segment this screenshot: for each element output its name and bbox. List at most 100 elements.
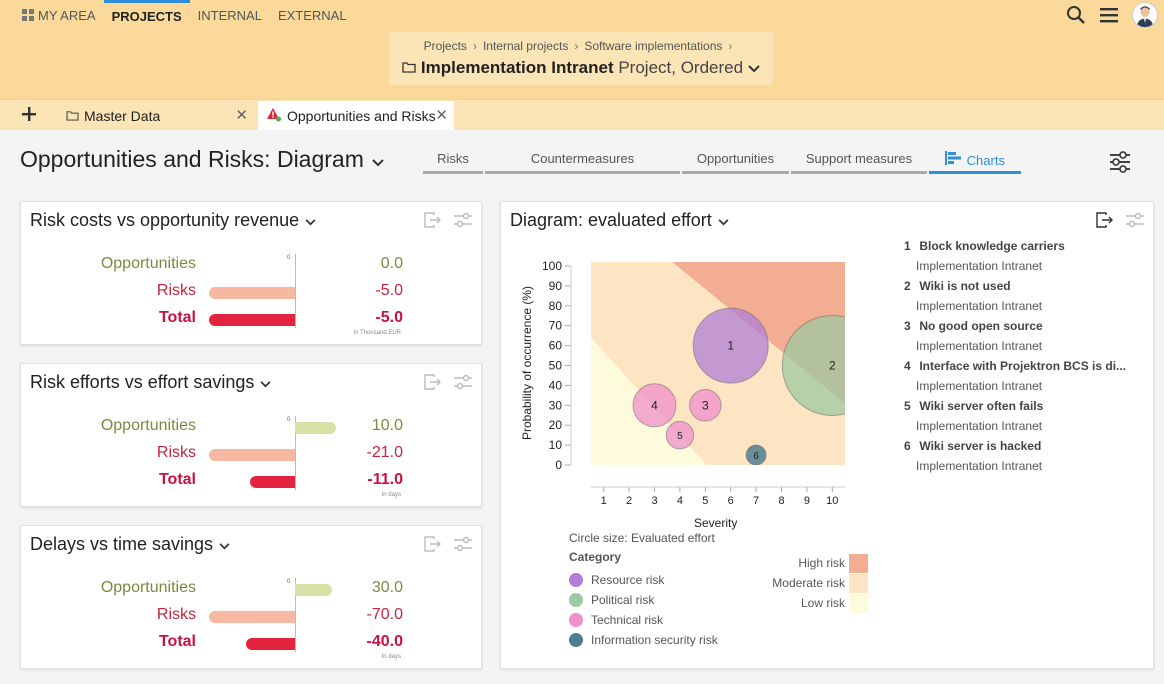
sliders-icon[interactable] [1108,151,1132,173]
zero-tick-label: 0 [287,255,291,261]
bubble-chart: 1 2 3 4 5 6 0 10 20 30 40 50 60 70 80 90 100 1 2 3 4 5 6 7 8 9 10… [520,259,845,507]
x-tick-label: 5 [702,495,708,507]
sliders-icon[interactable] [453,534,473,554]
legend-item: Moderate risk [751,573,868,593]
list-item[interactable]: 3 No good open source [904,319,1043,333]
legend-label: Technical risk [591,613,664,627]
sliders-icon[interactable] [1125,210,1145,230]
card-title[interactable]: Diagram: evaluated effort [510,210,729,231]
list-item-project: Implementation Intranet [916,459,1043,473]
tab-master-data[interactable]: Master Data ✕ [58,101,254,130]
nav-internal[interactable]: INTERNAL [190,0,270,30]
list-item-project: Implementation Intranet [916,299,1043,313]
list-item-project: Implementation Intranet [916,379,1043,393]
kpi-row-value: -21.0 [366,444,403,461]
card-title[interactable]: Delays vs time savings [30,534,230,555]
bubble-2[interactable] [781,315,882,416]
export-icon[interactable] [1095,210,1115,230]
list-item[interactable]: 6 Wiki server is hacked [904,439,1042,453]
tab-charts[interactable]: Charts [929,148,1021,174]
card-title[interactable]: Risk costs vs opportunity revenue [30,210,316,231]
card-title[interactable]: Risk efforts vs effort savings [30,372,271,393]
breadcrumb-separator-icon: › [472,39,477,53]
legend-dot-icon [569,573,583,587]
legend-item: Low risk [751,593,868,613]
nav-label: INTERNAL [197,7,262,23]
bubble-label: 1 [727,339,734,353]
kpi-row-value: 30.0 [371,579,403,596]
kpi-row-label: Risks [156,606,196,623]
close-icon[interactable]: ✕ [235,107,248,124]
kpi-bar [245,638,295,650]
sliders-icon[interactable] [453,210,473,230]
nav-external[interactable]: EXTERNAL [270,0,355,30]
y-tick-label: 0 [555,458,562,472]
tab-risks[interactable]: Risks [423,148,483,174]
tab-opportunities-and-risks[interactable]: Opportunities and Risks ✕ [258,101,454,130]
export-icon[interactable] [423,372,443,392]
list-item[interactable]: 2 Wiki is not used [904,279,1011,293]
bubble-6[interactable] [745,444,767,465]
export-icon[interactable] [423,534,443,554]
add-tab-button[interactable] [12,102,46,129]
close-icon[interactable]: ✕ [435,107,448,124]
breadcrumb-separator-icon: › [728,39,733,53]
export-icon[interactable] [423,210,443,230]
folder-icon [66,108,79,124]
x-axis-title: Severity [694,516,738,530]
y-tick-label: 50 [549,359,563,373]
tab-support-measures[interactable]: Support measures [791,148,927,174]
nav-my-area[interactable]: MY AREA [14,0,104,30]
folder-icon [402,58,421,77]
view-tabs: Risks Countermeasures Opportunities Supp… [423,148,1023,174]
legend-label: Political risk [591,593,655,607]
kpi-bar [209,314,295,326]
project-title-selector[interactable]: Implementation Intranet Project, Ordered [389,58,773,78]
unit-label: In days [381,654,401,660]
zero-axis-line [295,416,296,490]
breadcrumb-item-software-implementations[interactable]: Software implementations [584,39,723,53]
plus-icon [22,107,36,121]
chevron-down-icon [718,210,729,231]
bubble-label: 5 [677,431,683,442]
bubble-label: 4 [651,398,658,412]
bubble-3[interactable] [689,389,722,422]
kpi-row-value: -5.0 [375,282,403,299]
list-item[interactable]: 5 Wiki server often fails [904,399,1044,413]
card-delays: Delays vs time savings 0 Opportunities 30.… [20,525,482,669]
breadcrumb-item-projects[interactable]: Projects [423,39,467,53]
card-tools [1095,210,1145,230]
x-tick-label: 6 [728,495,734,507]
list-item[interactable]: 4 Interface with Projektron BCS is di... [904,359,1127,373]
y-tick-label: 20 [549,418,563,432]
nav-label: PROJECTS [111,9,182,24]
y-tick-label: 80 [549,299,563,313]
zero-axis-line [295,578,296,652]
sliders-icon[interactable] [453,372,473,392]
bubble-5[interactable] [665,420,695,450]
search-icon[interactable] [1066,5,1086,25]
bubble-4[interactable] [632,383,677,428]
bar-chart-icon [945,151,967,168]
kpi-bar [209,611,295,623]
risk-zone-legend: High risk Moderate risk Low risk [751,553,868,613]
x-tick-label: 10 [826,495,838,507]
list-item[interactable]: 1 Block knowledge carriers [904,239,1065,253]
list-item-project: Implementation Intranet [916,259,1043,273]
chevron-down-icon [372,146,384,173]
tab-countermeasures[interactable]: Countermeasures [485,148,680,174]
y-tick-label: 40 [549,378,563,392]
page-title[interactable]: Opportunities and Risks: Diagram [20,146,384,173]
kpi-row-label: Opportunities [100,417,196,434]
card-title-text: Delays vs time savings [30,534,214,554]
kpi-row-label: Total [158,309,196,326]
bubble-1[interactable] [692,307,769,384]
card-risk-costs: Risk costs vs opportunity revenue 0 Oppor… [20,201,482,345]
nav-projects[interactable]: PROJECTS [103,0,190,30]
user-avatar[interactable] [1132,2,1158,28]
breadcrumb-item-internal-projects[interactable]: Internal projects [482,39,569,53]
y-tick-label: 70 [549,319,563,333]
tab-opportunities[interactable]: Opportunities [682,148,789,174]
menu-icon[interactable] [1100,7,1118,23]
kpi-bar [209,287,295,299]
